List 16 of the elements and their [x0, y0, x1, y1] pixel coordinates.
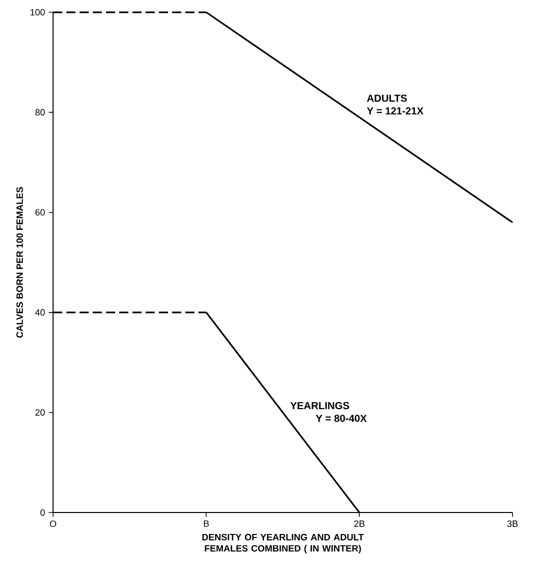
series-label: ADULTS: [367, 94, 407, 102]
x-tick-label: O: [50, 520, 56, 527]
y-tick-label: 0: [40, 509, 45, 516]
annotation: Y = 80-40X: [316, 414, 367, 422]
x-tick-label: 3B: [507, 520, 518, 527]
x-tick-label: B: [204, 520, 209, 527]
y-axis-title: CALVES BORN PER 100 FEMALES: [16, 187, 23, 338]
series-label: YEARLINGS: [290, 402, 350, 410]
annotation: Y = 121-21X: [366, 107, 424, 114]
y-tick-label: 100: [30, 9, 45, 16]
x-tick-label: 2B: [354, 520, 365, 527]
x-axis-title: DENSITY OF YEARLING AND ADULT FEMALES COMBINED ( IN WINTER): [202, 534, 364, 554]
y-tick-label: 80: [35, 109, 45, 116]
y-tick-label: 40: [35, 309, 45, 316]
y-tick-label: 60: [35, 209, 45, 216]
y-tick-label: 20: [35, 409, 45, 416]
